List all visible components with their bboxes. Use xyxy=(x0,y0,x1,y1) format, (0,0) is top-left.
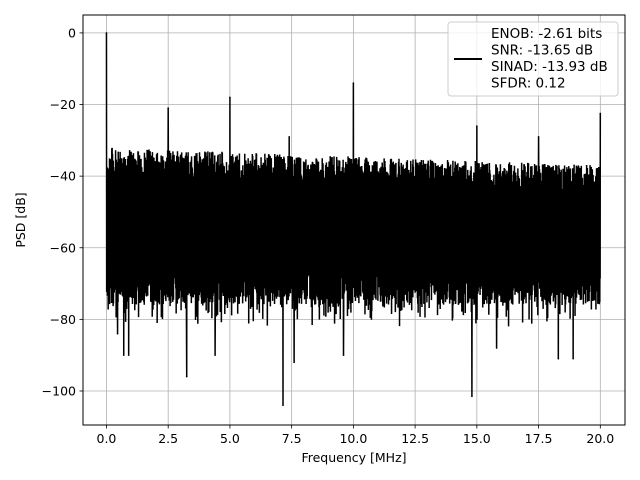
spur-peak-point xyxy=(288,135,290,138)
noise-dip-point xyxy=(282,404,284,407)
x-axis-label: Frequency [MHz] xyxy=(301,450,406,465)
noise-dip-point xyxy=(185,375,188,378)
y-tick-label: −100 xyxy=(42,383,76,398)
y-tick-label: −80 xyxy=(50,312,76,327)
x-tick-label: 0.0 xyxy=(97,431,117,446)
y-tick-label: −20 xyxy=(50,97,76,112)
x-tick-label: 12.5 xyxy=(401,431,429,446)
noise-dip-point xyxy=(122,354,125,356)
legend: ENOB: -2.61 bits SNR: -13.65 dB SINAD: -… xyxy=(447,21,619,97)
spur-peak-point xyxy=(599,112,602,115)
spur-peak-point xyxy=(476,125,478,127)
axis-ticks: 0.0 2.5 5.0 7.5 10.0 12.5 15.0 17.5 20.0 0 −20 −40 −… xyxy=(42,25,615,446)
x-tick-label: 17.5 xyxy=(525,431,553,446)
noise-dip-point xyxy=(293,361,295,364)
legend-entry-enob: ENOB: -2.61 bits xyxy=(491,26,602,42)
legend-entry-sfdr: SFDR: 0.12 xyxy=(491,76,566,92)
y-tick-label: −60 xyxy=(50,240,76,255)
x-tick-label: 10.0 xyxy=(339,431,367,446)
noise-dip-point xyxy=(127,354,130,356)
legend-entry-sinad: SINAD: -13.93 dB xyxy=(491,59,608,75)
spur-peak-point xyxy=(229,96,231,99)
plot-frame xyxy=(82,14,626,426)
noise-dip-point xyxy=(495,347,498,349)
x-tick-label: 5.0 xyxy=(220,431,240,446)
x-tick-label: 15.0 xyxy=(463,431,491,446)
spur-peak-point xyxy=(167,107,169,109)
x-tick-label: 2.5 xyxy=(158,431,178,446)
noise-dip-point xyxy=(572,357,574,360)
y-tick-label: 0 xyxy=(68,25,76,40)
legend-entry-snr: SNR: -13.65 dB xyxy=(491,43,593,59)
y-tick-label: −40 xyxy=(50,169,76,184)
series-layer xyxy=(105,32,602,407)
noise-dip-point xyxy=(342,354,345,356)
x-tick-label: 7.5 xyxy=(282,431,302,446)
noise-dip-point xyxy=(214,354,216,356)
noise-dip-point xyxy=(116,332,119,335)
spur-peak-point xyxy=(352,82,355,84)
legend-box xyxy=(447,21,619,97)
spur-peak-point xyxy=(537,135,540,138)
noise-dip-point xyxy=(471,395,473,398)
y-axis-label: PSD [dB] xyxy=(13,192,28,247)
spur-peak-point xyxy=(105,32,108,34)
x-tick-label: 20.0 xyxy=(586,431,614,446)
noise-dip-point xyxy=(557,357,560,360)
